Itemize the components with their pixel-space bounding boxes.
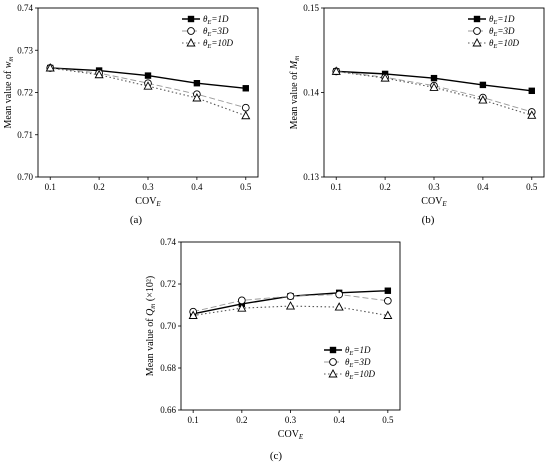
panel-label: (c) [270,450,283,462]
y-tick-label: 0.13 [303,172,319,182]
y-tick-label: 0.71 [17,130,33,140]
series-3-point [334,302,344,311]
series-3-point [285,301,296,310]
y-tick-label: 0.74 [160,237,176,247]
series-1-point [144,72,152,79]
series-2-point [241,103,250,112]
y-tick-label: 0.70 [17,172,33,182]
x-tick-label: 0.2 [93,182,104,192]
series-2-point [237,296,246,305]
series-3-point [380,73,390,82]
y-tick-label: 0.72 [160,279,176,289]
series-1-point [528,87,535,95]
series-3-point [45,63,55,72]
y-axis-label: Mean value of wm [3,57,15,129]
x-tick-label: 0.3 [285,415,297,425]
series-line-3 [193,305,388,317]
x-tick-label: 0.1 [331,182,342,192]
y-tick-label: 0.68 [160,363,176,373]
legend-marker [329,346,337,354]
series-3-point [429,82,439,91]
x-tick-label: 0.5 [526,182,538,192]
legend-marker [473,15,481,23]
series-3-point [192,93,202,102]
series-2-point [286,292,295,301]
y-tick-label: 0.14 [303,88,319,98]
x-tick-label: 0.2 [236,415,247,425]
panel-label: (a) [130,214,143,226]
series-2-point [383,296,392,305]
legend-label: θE=10D [203,38,233,50]
legend-label: θE=10D [489,38,519,50]
series-3-point [478,95,488,104]
legend-marker [186,38,196,47]
x-tick-label: 0.4 [191,182,203,192]
legend-marker [328,369,338,378]
x-tick-label: 0.2 [379,182,390,192]
x-tick-label: 0.3 [142,182,154,192]
legend-marker [329,358,337,366]
series-3-point [241,110,251,120]
chart-panel-c: 0.1 0.2 0.3 0.4 0.5 0.66 0.68 0.70 0.72 0.74 COVE M… [145,237,401,462]
series-1-point [479,81,487,89]
x-tick-label: 0.5 [240,182,252,192]
legend-marker [472,38,482,47]
x-tick-label: 0.5 [382,415,394,425]
chart-panel-b: 0.1 0.2 0.3 0.4 0.5 0.13 0.14 0.15 COVE Mean valu… [289,3,545,226]
y-tick-label: 0.70 [160,321,176,331]
y-tick-label: 0.66 [160,405,176,415]
y-axis-label: Mean value of Mm [289,56,301,130]
series-line-3 [50,67,246,117]
series-line-2 [336,70,532,113]
legend-label: θE=3D [489,26,515,38]
series-1-point [384,287,392,294]
series-1-point [242,85,249,92]
x-tick-label: 0.4 [477,182,489,192]
legend-label: θE=1D [489,14,515,26]
x-axis-label: COVE [421,196,447,208]
series-1-point [430,74,438,82]
y-tick-label: 0.72 [17,88,33,98]
legend-marker [187,15,195,23]
x-axis-label: COVE [278,429,304,441]
series-3-point [383,310,393,319]
chart-panel-a: 0.1 0.2 0.3 0.4 0.5 0.70 0.71 0.72 0.73 0.74 COVE M… [3,3,259,226]
y-tick-label: 0.73 [17,45,33,55]
series-3-point [237,303,247,312]
y-tick-label: 0.15 [303,3,319,13]
panel-label: (b) [422,214,435,226]
series-3-point [188,310,198,319]
x-tick-label: 0.1 [45,182,56,192]
series-1-point [193,80,201,87]
x-tick-label: 0.1 [188,415,199,425]
series-2-point [335,290,344,299]
legend-label: θE=10D [345,369,375,381]
legend-label: θE=3D [203,26,229,38]
x-tick-label: 0.3 [428,182,440,192]
series-line-3 [336,70,532,116]
series-3-point [527,110,537,119]
plot-frame [180,241,401,411]
legend-marker [187,27,195,35]
legend-label: θE=3D [345,357,371,369]
series-3-point [331,66,341,75]
legend-marker [473,27,481,35]
series-line-2 [193,294,388,313]
series-3-point [143,81,153,90]
legend-label: θE=1D [203,14,229,26]
x-tick-label: 0.4 [334,415,346,425]
y-axis-label: Mean value of Qm (×10²) [145,276,157,376]
series-3-point [94,69,104,79]
y-tick-label: 0.74 [17,3,33,13]
legend-label: θE=1D [345,345,371,357]
x-axis-label: COVE [135,196,161,208]
